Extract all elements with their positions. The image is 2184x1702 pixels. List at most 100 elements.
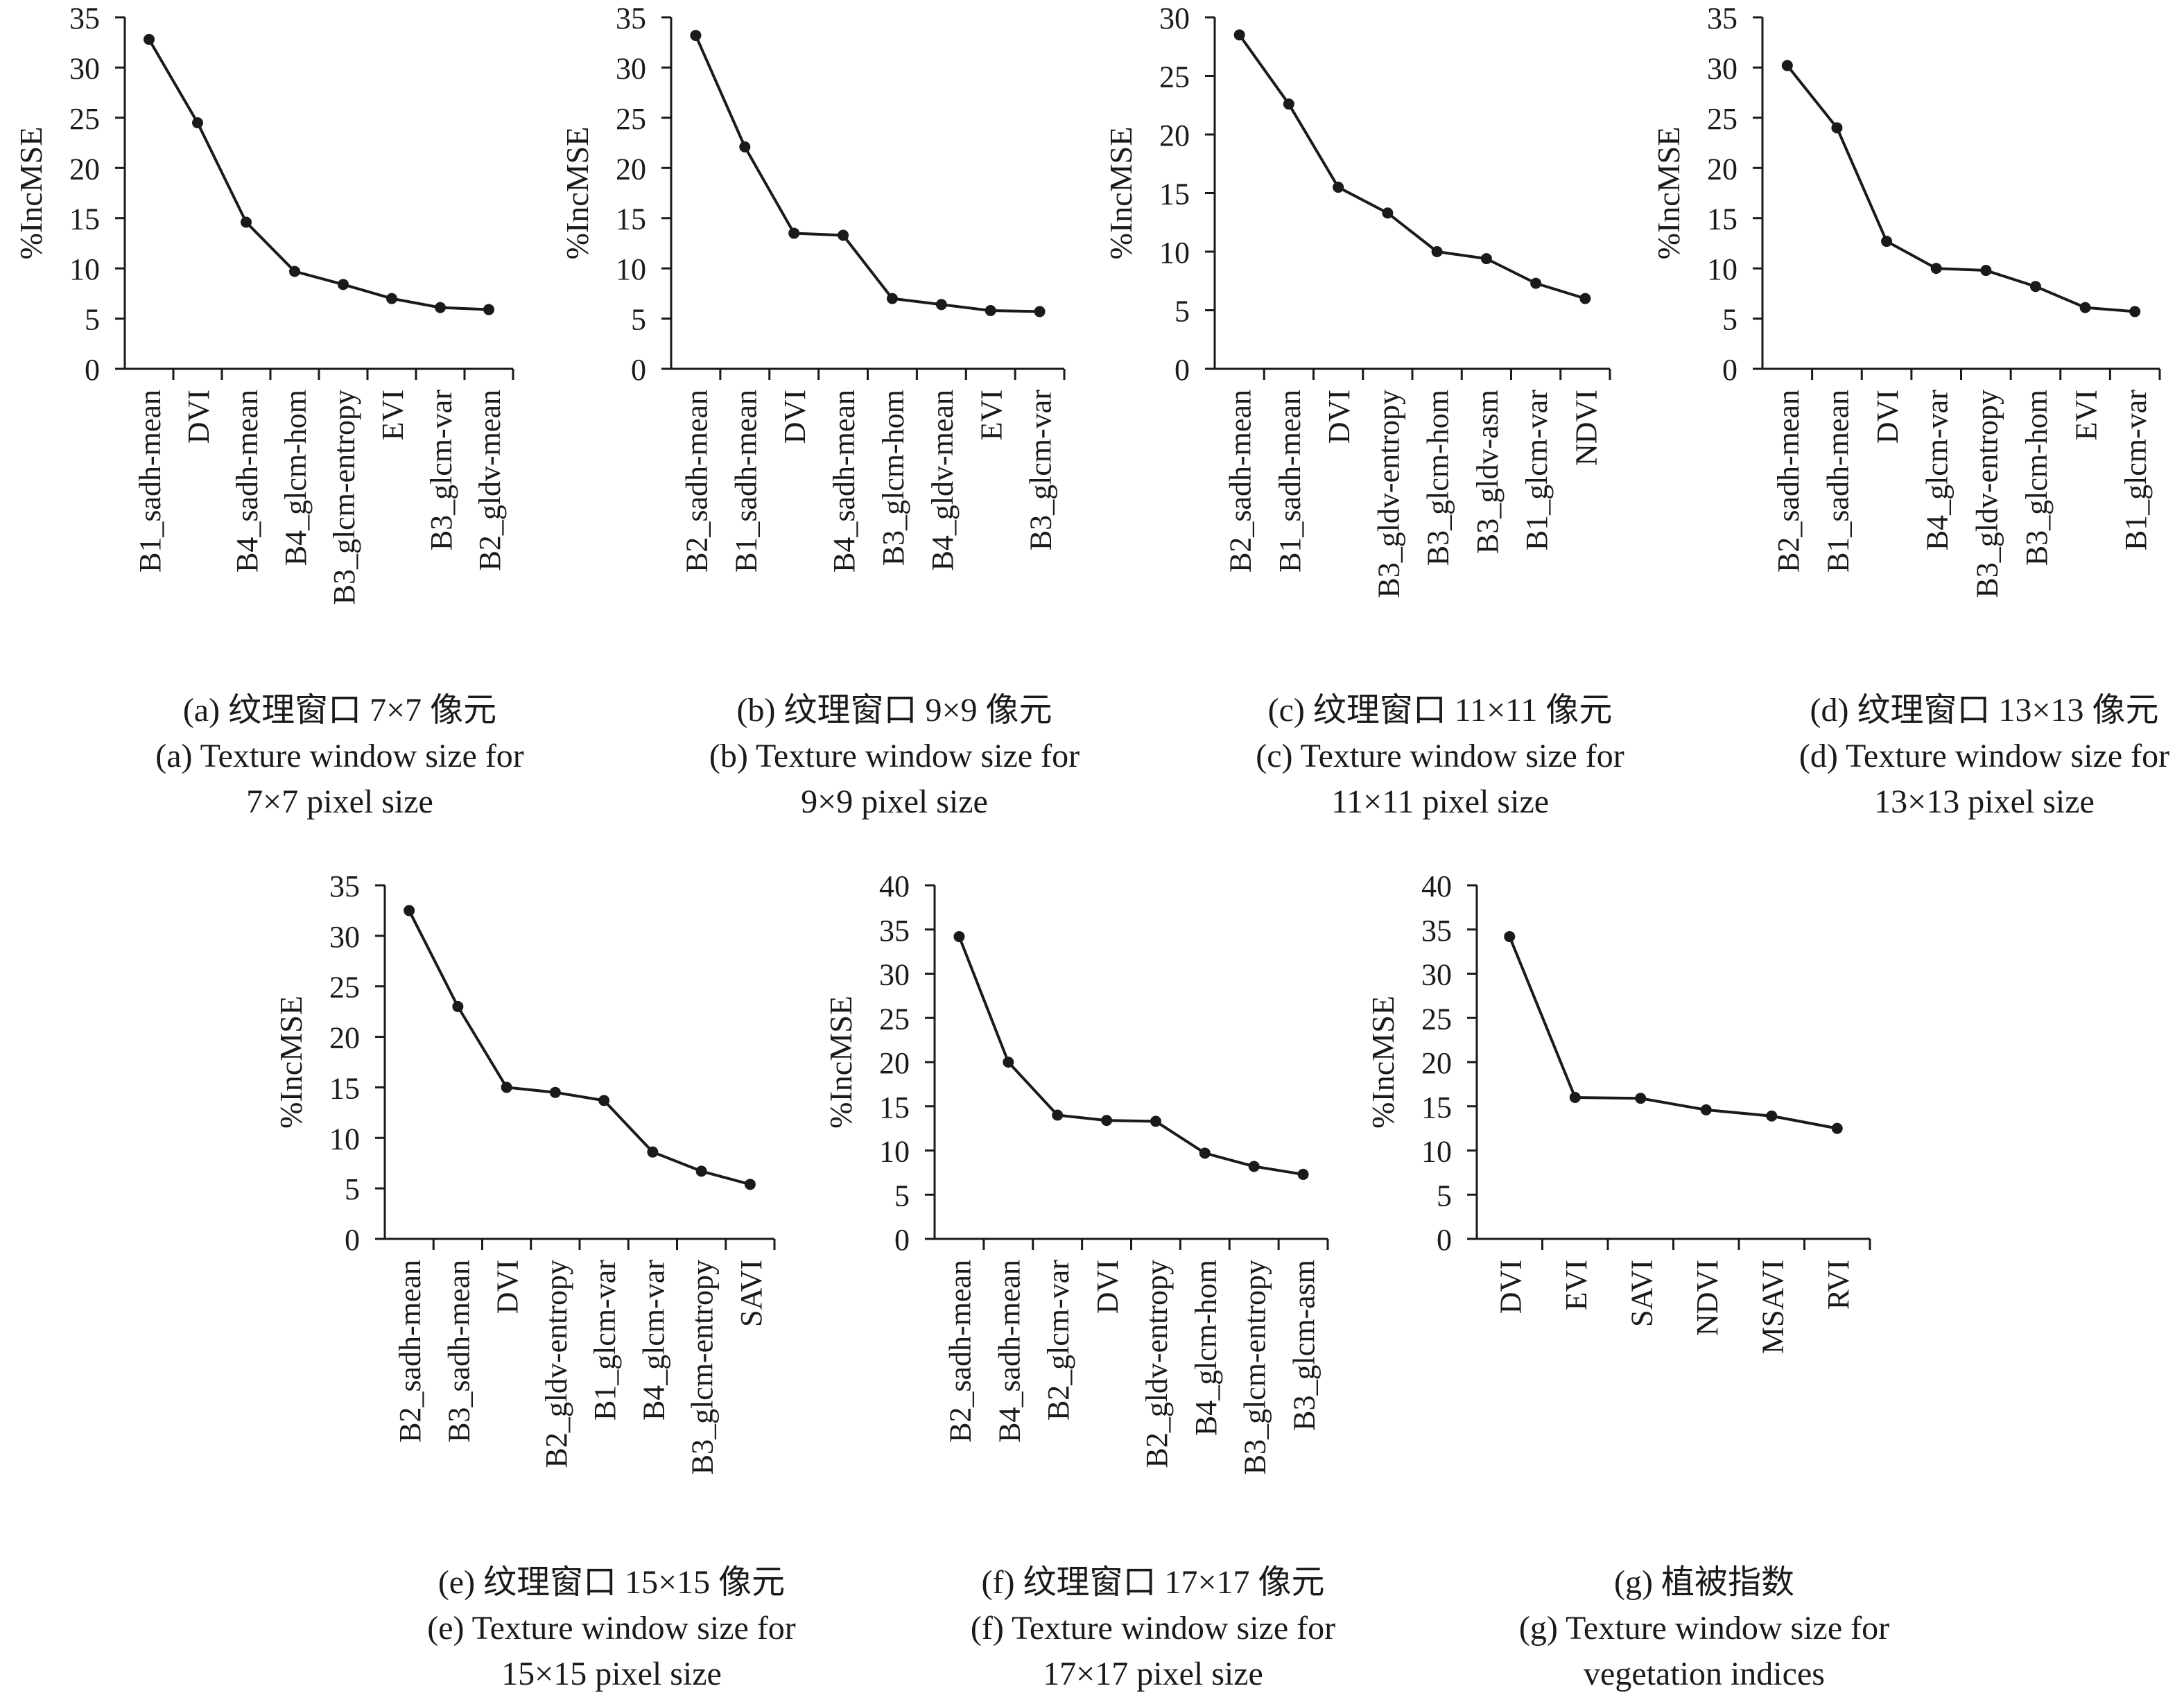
caption-line: (f) Texture window size for [970,1610,1336,1647]
chart-panel-a: 0 5 10 15 20 25 30 35 %IncMSE B1_sadh-mean DVI B4_s… [13,1,514,605]
caption-line: (g) Texture window size for [1518,1610,1890,1647]
x-tick-label: DVI [1493,1260,1527,1314]
y-tick-label: 40 [1421,869,1452,903]
y-tick-label: 15 [1421,1091,1452,1124]
data-point [1569,1092,1581,1103]
chart-panel-e: 0 5 10 15 20 25 30 35 %IncMSE B2_sadh-mean B3_sadh… [273,869,776,1475]
y-axis-title: %IncMSE [823,996,858,1129]
data-point [1052,1109,1064,1121]
y-tick-label: 0 [1437,1223,1452,1257]
data-point [386,293,397,304]
series-line [1238,34,1586,300]
caption-line: (c) Texture window size for [1256,738,1624,774]
data-point [695,1165,707,1177]
y-axis-title: %IncMSE [273,996,309,1129]
data-point [1431,246,1443,257]
data-point [501,1082,512,1093]
y-tick-label: 15 [329,1071,360,1105]
caption-b: (b) 纹理窗口 9×9 像元 (b) Texture window size f… [603,688,1186,825]
y-tick-label: 30 [329,920,360,954]
y-tick-label: 30 [69,51,100,85]
x-tick-label: B2_sadh-mean [943,1260,977,1443]
x-tick-label: MSAVI [1756,1260,1789,1354]
y-axis-title: %IncMSE [1651,127,1686,260]
x-tick-label: B3_glcm-entropy [1238,1260,1272,1475]
y-tick-label: 20 [616,152,646,186]
data-point [1101,1115,1113,1127]
x-tick-label: B2_sadh-mean [1224,390,1258,573]
y-tick-label: 15 [616,202,646,236]
data-point [1297,1168,1309,1180]
data-point [985,304,996,316]
x-tick-label: B2_gldv-entropy [1140,1260,1174,1468]
x-tick-label: EVI [2070,390,2104,440]
y-tick-label: 0 [345,1223,360,1257]
x-tick-label: B3_glcm-hom [1421,390,1455,566]
data-point [435,302,446,313]
y-tick-label: 25 [1421,1002,1452,1036]
y-tick-label: 20 [1159,119,1190,153]
caption-line: 9×9 pixel size [801,783,988,820]
caption-line: (f) 纹理窗口 17×17 像元 [981,1564,1325,1601]
x-tick-label: B1_glcm-var [2119,390,2153,551]
data-point [241,216,252,228]
y-tick-label: 35 [616,1,646,35]
y-tick-label: 5 [85,303,100,337]
y-tick-label: 10 [1707,252,1737,286]
x-tick-label: B3_gldv-asm [1471,390,1505,554]
data-point [1579,293,1591,304]
x-tick-label: B3_glcm-hom [2020,390,2054,566]
series-line [1786,64,2135,313]
data-point [1233,29,1245,41]
x-tick-label: B3_gldv-entropy [1371,390,1405,598]
caption-line: (d) 纹理窗口 13×13 像元 [1810,692,2159,729]
x-tick-label: DVI [1871,390,1905,444]
caption-f: (f) 纹理窗口 17×17 像元 (f) Texture window size… [862,1560,1444,1697]
y-tick-label: 10 [69,252,100,286]
x-tick-label: B3_sadh-mean [442,1260,476,1443]
caption-d: (d) 纹理窗口 13×13 像元 (d) Texture window size… [1693,688,2184,825]
y-tick-label: 20 [879,1046,910,1080]
caption-line: 15×15 pixel size [501,1656,722,1692]
caption-e: (e) 纹理窗口 15×15 像元 (e) Texture window size… [320,1560,903,1697]
y-tick-label: 5 [1175,295,1190,329]
data-point [1248,1161,1260,1172]
data-point [452,1000,464,1012]
y-tick-label: 25 [616,102,646,136]
y-tick-label: 10 [616,252,646,286]
x-tick-label: B1_glcm-var [1520,390,1554,551]
y-tick-label: 20 [1707,152,1737,186]
series-line [957,936,1303,1176]
series-line [694,35,1040,313]
data-point [404,905,415,917]
data-point [1150,1115,1161,1127]
series-line [408,910,751,1186]
data-point [935,299,947,311]
x-tick-label: B2_sadh-mean [679,390,713,573]
caption-line: (d) Texture window size for [1799,738,2170,774]
x-tick-label: DVI [1322,390,1356,444]
y-tick-label: 0 [1175,353,1190,387]
data-point [1504,930,1516,942]
x-tick-label: NDVI [1690,1260,1724,1336]
y-tick-label: 35 [329,869,360,903]
y-tick-label: 40 [879,869,910,903]
chart-panel-g: 0 5 10 15 20 25 30 35 40 %IncMSE DVI EVI SAVI NDVI MSA… [1365,869,1871,1354]
data-point [739,141,751,153]
y-tick-label: 30 [1707,51,1737,85]
chart-panel-f: 0 5 10 15 20 25 30 35 40 %IncMSE B2_sadh-mean B4_sa… [823,869,1329,1475]
data-point [1003,1057,1014,1068]
data-point [1333,182,1344,193]
data-point [2079,302,2091,313]
data-point [1831,1122,1843,1134]
chart-panel-c: 0 5 10 15 20 25 30 %IncMSE B2_sadh-mean B1_sadh-m… [1103,1,1611,598]
y-tick-label: 35 [69,1,100,35]
y-tick-label: 5 [894,1179,910,1213]
y-tick-label: 15 [879,1091,910,1124]
data-point [690,30,702,42]
data-point [1831,122,1843,134]
y-tick-label: 35 [1707,1,1737,35]
data-point [289,266,300,277]
y-tick-label: 20 [1421,1046,1452,1080]
series-line [148,38,489,311]
